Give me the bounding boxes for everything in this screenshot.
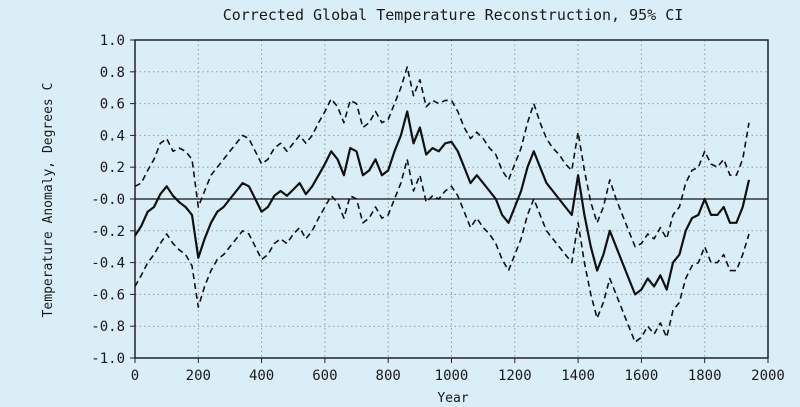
x-tick-label: 1200: [498, 368, 532, 384]
y-tick-label: -0.6: [91, 287, 125, 303]
series-layer: [134, 66, 751, 343]
x-tick-label: 1000: [435, 368, 469, 384]
series-line-lower-95-ci: [134, 158, 750, 343]
y-tick-label: 0.2: [100, 160, 125, 176]
x-axis-ticks: 0 200 400 600 800 1000 1200 1400 1600 1800 2000: [131, 358, 785, 384]
y-tick-label: -0.4: [91, 256, 125, 272]
chart-title: Corrected Global Temperature Reconstruct…: [223, 6, 684, 24]
x-tick-label: 1800: [688, 368, 722, 384]
x-tick-label: 800: [376, 368, 401, 384]
series-line-upper-95-ci: [134, 66, 750, 248]
y-tick-label: -0.0: [91, 192, 125, 208]
x-tick-label: 1400: [561, 368, 595, 384]
x-tick-label: 1600: [625, 368, 659, 384]
y-tick-label: 0.6: [100, 97, 125, 113]
x-tick-label: 600: [312, 368, 337, 384]
x-axis-label: Year: [437, 391, 468, 406]
y-tick-label: -0.2: [91, 224, 125, 240]
x-tick-label: 400: [249, 368, 274, 384]
y-axis-ticks: 1.0 0.8 0.6 0.4 0.2 -0.0 -0.2 -0.4 -0.6 -0.8 -1.0: [91, 33, 135, 367]
y-tick-label: -0.8: [91, 319, 125, 335]
y-tick-label: 0.8: [100, 65, 125, 81]
series-line-reconstruction: [134, 110, 751, 296]
x-tick-label: 2000: [751, 368, 785, 384]
y-tick-label: 1.0: [100, 33, 125, 49]
x-tick-label: 0: [131, 368, 139, 384]
x-tick-label: 200: [186, 368, 211, 384]
y-axis-label: Temperature Anomaly, Degrees C: [41, 83, 56, 318]
y-tick-label: 0.4: [100, 128, 125, 144]
y-tick-label: -1.0: [91, 351, 125, 367]
